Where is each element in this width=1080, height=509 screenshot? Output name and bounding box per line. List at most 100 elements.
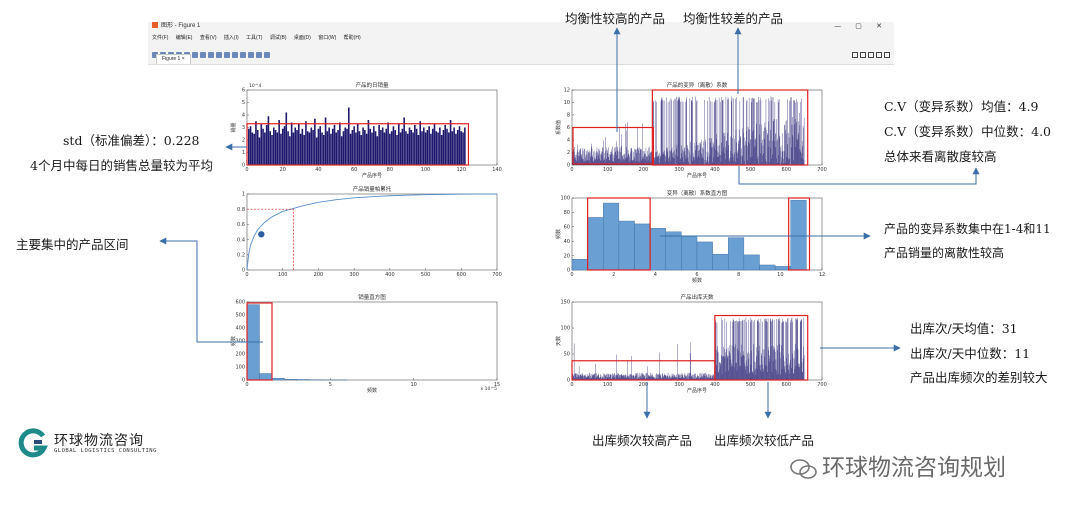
y-tick-label: 6	[567, 125, 570, 131]
x-tick-label: 4	[654, 272, 657, 278]
sales-bar	[360, 135, 363, 165]
label-outbound-high: 出库频次较高产品	[592, 433, 693, 448]
pan-icon[interactable]	[208, 52, 214, 58]
sales-bar	[364, 130, 366, 165]
data-cursor-icon[interactable]	[224, 52, 230, 58]
sales-bar	[306, 131, 309, 165]
highlight-box	[788, 197, 811, 271]
sales-bar	[456, 130, 459, 165]
y-axis-label: 天数	[555, 336, 562, 346]
brush-icon[interactable]	[232, 52, 238, 58]
dock-icon[interactable]	[884, 52, 890, 58]
menu-file[interactable]: 文件(F)	[152, 35, 169, 41]
sales-bar	[272, 127, 275, 165]
plot-tools-icon[interactable]	[264, 52, 270, 58]
wechat-icon	[790, 458, 817, 479]
y-tick-label: 2	[242, 138, 245, 144]
company-logo: 环球物流咨询 GLOBAL LOGISTICS CONSULTING	[16, 428, 156, 462]
menu-insert[interactable]: 插入(I)	[223, 35, 239, 41]
legend-icon[interactable]	[256, 52, 262, 58]
sales-bar	[276, 132, 279, 165]
sales-bar	[312, 130, 314, 165]
x-tick-label: 40	[315, 167, 321, 173]
y-tick-label: 60	[564, 225, 570, 231]
sales-bar	[342, 131, 345, 165]
y-tick-label: 0.4	[237, 237, 245, 243]
cv-description: 总体来看离散度较高	[884, 149, 997, 164]
sales-bar	[442, 130, 445, 165]
link-icon[interactable]	[240, 52, 246, 58]
float-icon[interactable]	[876, 52, 882, 58]
window-controls[interactable]: — ▢ ✕	[834, 22, 888, 30]
sales-bar	[274, 130, 277, 165]
grid-icon[interactable]	[860, 52, 866, 58]
menu-view[interactable]: 查看(V)	[199, 35, 217, 41]
sales-bar	[344, 127, 347, 165]
sales-bar	[253, 133, 255, 165]
split-icon[interactable]	[868, 52, 874, 58]
sales-bar	[428, 126, 430, 165]
cv-mean: C.V（变异系数）均值：4.9	[884, 99, 1039, 114]
x-axis-label: 产品序号	[687, 387, 707, 394]
menu-window[interactable]: 窗口(W)	[318, 35, 337, 41]
sales-bar	[333, 125, 336, 165]
sales-bar	[390, 131, 393, 165]
tab-figure-1[interactable]: Figure 1 ×	[156, 54, 191, 64]
window-title-text: 图形 - Figure 1	[161, 23, 201, 29]
highlight-box	[572, 126, 654, 165]
sales-bar	[321, 132, 323, 165]
x-tick-label: 120	[457, 167, 467, 173]
menu-desktop[interactable]: 桌面(D)	[293, 35, 311, 41]
zoom-in-icon[interactable]	[192, 52, 198, 58]
sales-bar	[269, 131, 272, 165]
sales-bar	[328, 127, 330, 165]
x-tick-label: 10	[410, 382, 416, 388]
menu-edit[interactable]: 编辑(E)	[175, 35, 193, 41]
sales-bar	[435, 131, 438, 165]
colorbar-icon[interactable]	[248, 52, 254, 58]
tab-label: Figure 1	[162, 56, 181, 62]
sales-bar	[410, 130, 413, 165]
x-axis-label: 频数	[692, 277, 702, 284]
cv-concentration: 产品的变异系数集中在1-4和11	[884, 222, 1051, 236]
new-figure-icon[interactable]	[152, 52, 158, 58]
sales-bar	[347, 107, 350, 165]
y-tick-label: 6	[242, 88, 245, 94]
main-range-label: 主要集中的产品区间	[16, 237, 129, 252]
menu-tools[interactable]: 工具(T)	[246, 35, 263, 41]
menu-debug[interactable]: 调试(B)	[269, 35, 287, 41]
sales-bar	[308, 132, 311, 165]
sales-bar	[251, 132, 254, 165]
sales-bar	[255, 121, 257, 165]
sales-bar	[258, 137, 261, 165]
zoom-out-icon[interactable]	[200, 52, 206, 58]
y-tick-label: 12	[564, 88, 570, 94]
sales-bar	[356, 123, 359, 165]
y-tick-label: 3	[242, 125, 245, 131]
x-tick-label: 600	[457, 272, 467, 278]
sales-bar	[389, 133, 391, 165]
y-tick-label: 500	[235, 313, 245, 319]
dock-tools	[850, 43, 890, 62]
sales-bar	[296, 130, 298, 165]
sales-bar	[399, 132, 402, 165]
x-tick-label: 80	[387, 167, 393, 173]
sales-bar	[337, 130, 339, 165]
sales-bar	[444, 125, 447, 165]
chart-title: 产品的日销量	[355, 81, 389, 89]
sales-bar	[285, 112, 288, 165]
rotate-icon[interactable]	[216, 52, 222, 58]
histogram-bar	[728, 237, 745, 271]
sales-bar	[367, 120, 370, 165]
y-tick-label: 5	[242, 100, 245, 106]
y-tick-label: 0.8	[237, 207, 245, 213]
main-range-dot	[258, 231, 265, 238]
tile-icon[interactable]	[852, 52, 858, 58]
sales-bar	[455, 133, 457, 165]
sales-bar	[292, 132, 295, 165]
menu-help[interactable]: 帮助(H)	[343, 35, 361, 41]
y-tick-label: 0	[567, 163, 570, 169]
y-tick-label: 100	[235, 365, 245, 371]
y-tick-label: 200	[235, 352, 245, 358]
